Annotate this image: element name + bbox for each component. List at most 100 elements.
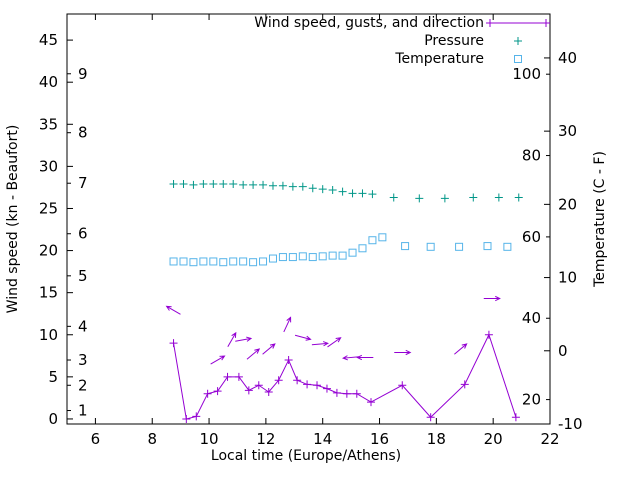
temperature-point [298,252,307,261]
wind-direction-arrow [294,334,312,341]
beaufort-tick-label: 7 [78,174,88,192]
temperature-point [348,248,357,257]
plot-border [66,13,551,425]
wind-speed-point [223,372,232,381]
wind-speed-point [352,389,361,398]
beaufort-tick-label: 5 [78,267,88,285]
beaufort-tick-label: 9 [78,65,88,83]
wind-speed-point [460,380,469,389]
celsius-tick-label: 20 [558,195,577,213]
temperature-point [455,242,464,251]
wind-direction-arrow [235,336,253,342]
wind-speed-point [313,381,322,390]
pressure-point [308,184,317,193]
temperature-point [483,242,492,251]
celsius-tick-label: 40 [558,49,577,67]
fahrenheit-tick-label: 40 [522,309,541,327]
pressure-point [209,180,218,189]
pressure-point [189,180,198,189]
pressure-point [440,194,449,203]
wind-speed-point [398,381,407,390]
temperature-point [328,251,337,260]
wind-direction-arrow [311,341,329,347]
pressure-point [288,182,297,191]
pressure-point [514,193,523,202]
wind-speed-point [192,412,201,421]
wind-direction-arrow [483,295,501,302]
temperature-point [378,233,387,242]
pressure-point [389,193,398,202]
knots-tick-label: 5 [48,368,58,386]
left-axis-title: Wind speed (kn - Beaufort) [5,125,21,314]
wind-direction-arrow [356,354,374,361]
beaufort-tick-label: 2 [78,376,88,394]
temperature-point [209,257,218,266]
legend-temperature-marker [514,55,522,63]
pressure-point [318,185,327,194]
pressure-point [259,180,268,189]
wind-direction-arrow [227,331,237,347]
knots-tick-label: 15 [39,284,58,302]
x-tick-label: 8 [147,430,157,448]
fahrenheit-tick-label: 60 [522,228,541,246]
legend-wind-marker [542,19,550,27]
x-tick-label: 20 [484,430,503,448]
x-axis-title: Local time (Europe/Athens) [211,448,401,464]
wind-speed-point [182,414,191,423]
temperature-point [169,257,178,266]
wind-speed-point [332,388,341,397]
pressure-point [368,190,377,199]
pressure-point [494,193,503,202]
x-tick-label: 14 [313,430,332,448]
wind-speed-point [293,376,302,385]
wind-speed-point [484,330,493,339]
beaufort-tick-label: 1 [78,402,88,420]
wind-speed-point [234,372,243,381]
x-tick-label: 18 [427,430,446,448]
temperature-point [249,258,258,267]
wind-speed-point [322,384,331,393]
temperature-point [268,254,277,263]
celsius-tick-label: -10 [558,415,583,433]
wind-speed-point [254,381,263,390]
x-tick-label: 10 [200,430,219,448]
wind-direction-arrow [283,316,292,333]
wind-speed-point [303,380,312,389]
x-tick-label: 6 [91,430,101,448]
temperature-point [503,242,512,251]
celsius-tick-label: 30 [558,122,577,140]
temperature-point [368,236,377,245]
fahrenheit-tick-label: 80 [522,147,541,165]
knots-tick-label: 0 [48,410,58,428]
temperature-point [358,244,367,253]
plot-layer: 6 8 10 12 14 16 18 20 22051015202530354045123456… [39,13,583,448]
pressure-point [415,194,424,203]
temperature-point [229,257,238,266]
knots-tick-label: 20 [39,242,58,260]
temperature-point [259,257,268,266]
pressure-point [469,193,478,202]
wind-speed-point [274,376,283,385]
wind-speed-point [264,388,273,397]
wind-direction-arrow [165,305,181,315]
temperature-point [199,257,208,266]
pressure-point [249,180,258,189]
temperature-point [278,253,287,262]
knots-tick-label: 35 [39,115,58,133]
temperature-point [288,253,297,262]
pressure-point [328,185,337,194]
pressure-point [239,180,248,189]
wind-speed-point [213,387,222,396]
wind-speed-point [284,356,293,365]
temperature-point [308,253,317,262]
pressure-point [268,181,277,190]
pressure-point [278,181,287,190]
pressure-point [229,180,238,189]
temperature-point [189,258,198,267]
wind-speed-point [426,413,435,422]
pressure-point [179,180,188,189]
pressure-point [298,182,307,191]
right-axis-title: Temperature (C - F) [592,151,608,288]
beaufort-tick-label: 4 [78,317,88,335]
